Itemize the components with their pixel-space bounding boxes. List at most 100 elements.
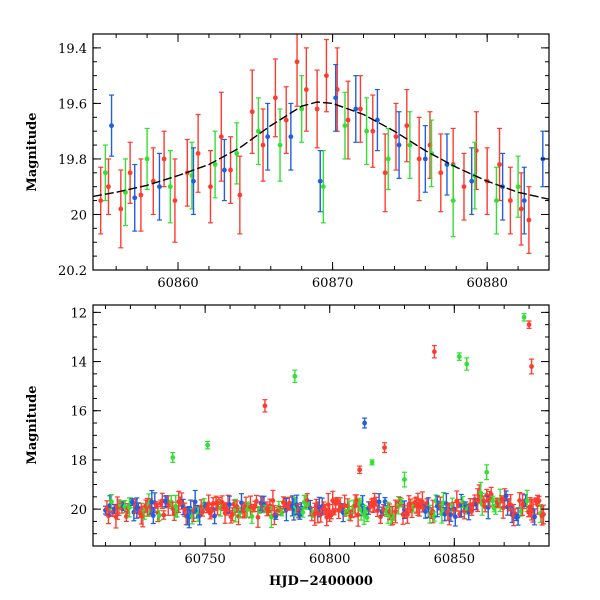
blue-data-point — [265, 134, 271, 140]
green-data-point — [277, 142, 283, 148]
blue-data-point — [469, 178, 475, 184]
red-data-point — [382, 170, 388, 176]
y-tick-label: 16 — [70, 405, 87, 420]
bottom-data-points — [102, 313, 547, 529]
green-baseline-point — [279, 510, 285, 516]
blue-outlier-point — [362, 420, 368, 426]
bottom-panel: 60750 60800 60850 12 14 16 18 20 Magnitude HJD… — [25, 304, 550, 589]
red-data-point — [138, 192, 144, 198]
red-data-point — [249, 109, 255, 115]
red-data-point — [518, 206, 524, 212]
green-data-point — [515, 184, 521, 190]
y-tick-label: 20 — [70, 208, 87, 223]
x-tick-label: 60880 — [466, 276, 507, 291]
blue-baseline-point — [452, 514, 458, 520]
x-tick-label: 60750 — [184, 552, 225, 567]
blue-data-point — [333, 95, 339, 101]
blue-data-point — [396, 142, 402, 148]
red-baseline-point — [255, 514, 261, 520]
y-tick-label: 19.4 — [58, 42, 87, 57]
blue-baseline-point — [239, 500, 244, 506]
y-tick-label: 14 — [70, 356, 87, 371]
red-baseline-point — [304, 498, 310, 503]
red-baseline-point — [254, 498, 259, 504]
green-baseline-point — [156, 513, 162, 518]
red-data-point — [393, 134, 399, 140]
green-outlier-point — [292, 373, 298, 379]
y-tick-label: 18 — [70, 454, 87, 469]
red-baseline-point — [355, 512, 361, 518]
red-data-point — [237, 192, 243, 198]
blue-data-point — [521, 198, 527, 203]
red-baseline-point — [161, 512, 167, 518]
red-baseline-point — [354, 498, 360, 503]
red-baseline-point — [517, 498, 522, 503]
red-outlier-point — [431, 349, 437, 355]
red-outlier-point — [382, 445, 387, 451]
blue-data-point — [157, 184, 162, 190]
blue-data-point — [317, 178, 323, 184]
green-baseline-point — [431, 514, 437, 519]
green-data-point — [167, 184, 173, 190]
y-tick-label: 19.8 — [58, 153, 87, 168]
green-outlier-point — [464, 361, 470, 367]
red-baseline-point — [420, 499, 425, 505]
green-outlier-point — [369, 459, 375, 465]
blue-data-point — [422, 156, 428, 162]
red-outlier-point — [357, 467, 363, 473]
green-data-point — [255, 128, 261, 134]
blue-baseline-point — [423, 509, 428, 514]
green-data-point — [342, 123, 348, 129]
green-data-point — [364, 128, 369, 134]
green-outlier-point — [205, 442, 211, 448]
red-data-point — [283, 117, 289, 123]
red-data-point — [345, 117, 351, 123]
red-baseline-point — [328, 512, 334, 518]
green-baseline-point — [300, 510, 306, 515]
green-data-point — [494, 198, 499, 203]
green-baseline-point — [490, 498, 496, 504]
blue-baseline-point — [197, 513, 203, 519]
green-data-point — [234, 150, 240, 156]
red-data-point — [404, 123, 410, 129]
blue-baseline-point — [192, 499, 198, 505]
green-outlier-point — [456, 354, 462, 360]
green-data-point — [450, 198, 456, 203]
red-baseline-point — [541, 512, 546, 517]
red-data-point — [172, 198, 178, 203]
red-data-point — [461, 184, 467, 190]
red-baseline-point — [330, 498, 336, 504]
red-data-point — [294, 59, 300, 65]
red-baseline-point — [270, 498, 276, 503]
red-data-point — [106, 184, 111, 190]
y-tick-label: 12 — [70, 306, 87, 321]
red-data-point — [314, 106, 320, 112]
model-curve — [93, 101, 549, 200]
blue-baseline-point — [376, 499, 382, 505]
green-baseline-point — [364, 515, 370, 520]
red-data-point — [127, 170, 133, 176]
blue-baseline-point — [515, 514, 521, 519]
red-baseline-point — [206, 501, 212, 507]
blue-baseline-point — [382, 499, 388, 505]
top-plot-frame — [92, 33, 550, 271]
green-outlier-point — [484, 469, 490, 475]
blue-data-point — [288, 134, 294, 140]
red-data-point — [98, 198, 104, 203]
top-x-axis: 60860 60870 60880 — [115, 34, 550, 291]
blue-data-point — [353, 106, 359, 112]
green-data-point — [102, 170, 108, 176]
green-baseline-point — [524, 498, 530, 504]
blue-baseline-point — [448, 512, 454, 518]
top-data-points — [98, 34, 546, 254]
red-data-point — [161, 156, 167, 162]
green-baseline-point — [109, 499, 114, 505]
bottom-x-axis-label: HJD−2400000 — [269, 574, 373, 589]
bottom-plot-frame — [92, 304, 550, 547]
blue-data-point — [132, 195, 138, 201]
red-data-point — [228, 167, 233, 173]
green-baseline-point — [249, 514, 255, 519]
red-data-point — [438, 170, 444, 176]
green-data-point — [385, 156, 391, 162]
